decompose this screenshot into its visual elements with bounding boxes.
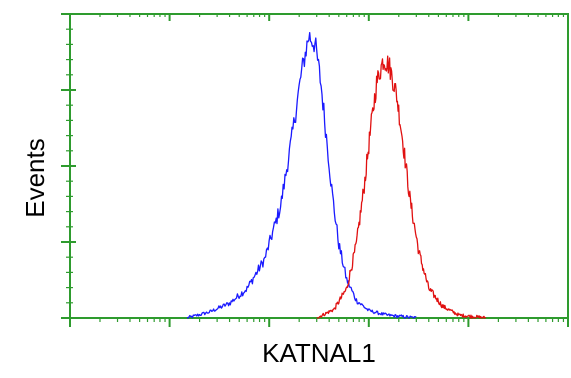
series-layer: [186, 31, 487, 319]
x-axis-label: KATNAL1: [262, 338, 376, 368]
series-line-1: [186, 31, 417, 319]
y-axis-label: Events: [20, 138, 50, 218]
axis-ticks: [61, 13, 569, 327]
series-line-2: [316, 55, 487, 319]
